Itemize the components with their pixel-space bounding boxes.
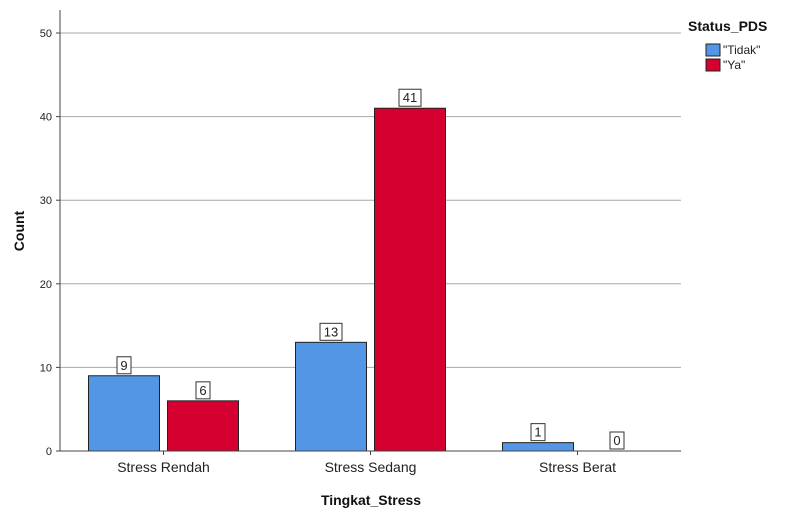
- bar: [374, 107, 446, 452]
- bar: [88, 375, 160, 452]
- gridlines: [60, 32, 681, 368]
- data-label-box: [319, 322, 343, 341]
- x-tick-label: Stress Berat: [539, 459, 616, 475]
- data-label: 0: [613, 433, 620, 448]
- bar: [502, 442, 574, 452]
- legend: Status_PDS "Tidak""Ya": [688, 18, 767, 72]
- y-tick-label: 50: [40, 28, 52, 40]
- bar: [167, 400, 239, 452]
- data-label-box: [195, 381, 211, 400]
- data-label-box: [530, 423, 546, 442]
- bars: [88, 107, 574, 452]
- y-axis-title: Count: [11, 210, 27, 251]
- data-labels: 9 6 13 41 1 0: [116, 88, 625, 450]
- data-label-box: [398, 88, 422, 107]
- y-tick-label: 30: [40, 195, 52, 207]
- y-tick-label: 20: [40, 279, 52, 291]
- data-label: 41: [403, 90, 417, 105]
- legend-label: "Tidak": [723, 43, 760, 57]
- y-tick-label: 40: [40, 112, 52, 124]
- data-label: 1: [534, 425, 541, 440]
- y-tick-label: 0: [46, 446, 52, 458]
- x-axis-title: Tingkat_Stress: [321, 492, 421, 508]
- data-label-box: [116, 356, 132, 375]
- legend-swatch: [705, 43, 721, 57]
- legend-label: "Ya": [723, 58, 745, 72]
- legend-title: Status_PDS: [688, 18, 767, 34]
- data-label: 6: [199, 383, 206, 398]
- x-tick-label: Stress Sedang: [325, 459, 417, 475]
- bar: [295, 341, 367, 452]
- data-label: 13: [324, 324, 338, 339]
- legend-swatch: [705, 58, 721, 72]
- data-label: 9: [120, 358, 127, 373]
- data-label-box: [609, 431, 625, 450]
- x-tick-label: Stress Rendah: [117, 459, 210, 475]
- y-tick-label: 10: [40, 362, 52, 374]
